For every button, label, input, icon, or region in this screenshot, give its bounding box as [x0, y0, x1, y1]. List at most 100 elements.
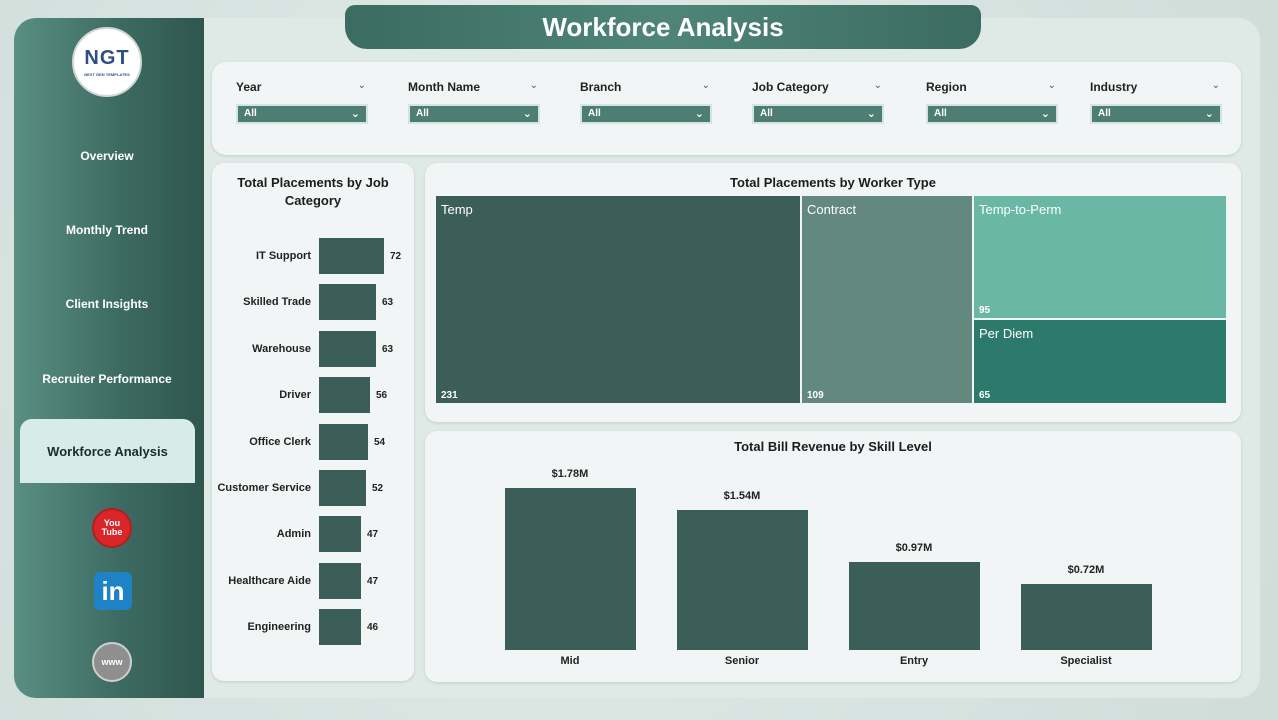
treemap-label: Temp-to-Perm [979, 202, 1062, 217]
logo-mark: NGT [84, 47, 130, 69]
job-category-chart-title: Total Placements by Job Category [237, 175, 389, 208]
filter-value: All [416, 108, 429, 119]
filter-label: Job Category [752, 80, 829, 94]
company-logo: NGT NEXT GEN TEMPLATES [72, 27, 142, 97]
filter-select[interactable]: All ⌄ [1090, 104, 1222, 124]
treemap-label: Per Diem [979, 326, 1034, 341]
bar[interactable] [319, 609, 361, 646]
bar-category-label: Senior [724, 655, 760, 667]
filter-month-name[interactable]: Month Name ⌄ All ⌄ [408, 80, 540, 124]
filter-value: All [934, 108, 947, 119]
bar-value: 46 [367, 622, 379, 634]
treemap-label: Temp [441, 202, 473, 217]
bar-value: 47 [367, 529, 379, 541]
bar-label: Driver [279, 389, 311, 402]
treemap-cell-temp-to-perm[interactable]: Temp-to-Perm 95 [973, 195, 1227, 319]
filter-branch[interactable]: Branch ⌄ All ⌄ [580, 80, 712, 124]
bill-revenue-chart-title: Total Bill Revenue by Skill Level [734, 439, 932, 454]
chevron-down-icon: ⌄ [350, 108, 360, 120]
chevron-down-icon[interactable]: ⌄ [357, 80, 366, 91]
bar-label: Skilled Trade [243, 296, 311, 309]
chevron-down-icon[interactable]: ⌄ [529, 80, 538, 91]
bar-value: 63 [382, 343, 394, 355]
treemap-cell-per-diem[interactable]: Per Diem 65 [973, 319, 1227, 404]
linkedin-icon-text: in [101, 575, 125, 606]
bar[interactable] [1021, 584, 1152, 650]
filter-label: Region [926, 80, 967, 94]
filter-label: Industry [1090, 80, 1138, 94]
filter-value: All [588, 108, 601, 119]
filter-year[interactable]: Year ⌄ All ⌄ [236, 80, 368, 124]
chevron-down-icon: ⌄ [1040, 108, 1050, 120]
filter-value: All [244, 108, 257, 119]
treemap-value: 65 [979, 390, 991, 401]
chevron-down-icon[interactable]: ⌄ [1211, 80, 1220, 91]
treemap-value: 109 [807, 390, 824, 401]
treemap-value: 95 [979, 305, 991, 316]
bar-label: Office Clerk [249, 435, 311, 448]
treemap-label: Contract [807, 202, 857, 217]
bar[interactable] [677, 510, 808, 650]
chevron-down-icon[interactable]: ⌄ [1047, 80, 1056, 91]
youtube-icon[interactable]: You Tube [92, 508, 132, 548]
filter-select[interactable]: All ⌄ [926, 104, 1058, 124]
bar-value: $1.78M [551, 468, 589, 480]
filter-value: All [1098, 108, 1111, 119]
chevron-down-icon: ⌄ [866, 108, 876, 120]
youtube-icon-text: You Tube [101, 518, 123, 537]
treemap-value: 231 [441, 390, 458, 401]
bar-value: 56 [376, 390, 388, 402]
bar[interactable] [319, 238, 384, 274]
bar[interactable] [849, 562, 980, 650]
bar[interactable] [319, 470, 366, 506]
filter-select[interactable]: All ⌄ [752, 104, 884, 124]
bar-value: 63 [382, 297, 394, 309]
bar[interactable] [505, 488, 636, 650]
filter-value: All [760, 108, 773, 119]
globe-icon-text: www [101, 657, 123, 667]
chevron-down-icon[interactable]: ⌄ [873, 80, 882, 91]
filter-region[interactable]: Region ⌄ All ⌄ [926, 80, 1058, 124]
bar-label: Healthcare Aide [228, 574, 311, 587]
nav-monthly-trend[interactable]: Monthly Trend [66, 223, 148, 237]
treemap-cell-temp[interactable]: Temp 231 [435, 195, 801, 404]
filter-select[interactable]: All ⌄ [236, 104, 368, 124]
logo-subtitle: NEXT GEN TEMPLATES [84, 72, 130, 77]
filter-select[interactable]: All ⌄ [580, 104, 712, 124]
chevron-down-icon: ⌄ [694, 108, 704, 120]
linkedin-icon[interactable]: in [94, 572, 132, 610]
bar-value: $0.97M [895, 542, 933, 554]
page-title: Workforce Analysis [345, 5, 981, 49]
nav-recruiter-performance[interactable]: Recruiter Performance [42, 372, 172, 386]
filter-label: Month Name [408, 80, 480, 94]
filter-label: Branch [580, 80, 622, 94]
bar-value: 47 [367, 575, 379, 587]
bar[interactable] [319, 423, 368, 460]
treemap-cell-contract[interactable]: Contract 109 [801, 195, 973, 404]
bar[interactable] [319, 330, 376, 367]
worker-type-chart-title: Total Placements by Worker Type [730, 175, 936, 190]
bar-label: IT Support [256, 250, 311, 262]
filter-job-category[interactable]: Job Category ⌄ All ⌄ [752, 80, 884, 124]
bar-label: Admin [276, 528, 311, 541]
chevron-down-icon: ⌄ [1204, 108, 1214, 120]
filter-panel: Year ⌄ All ⌄ Month Name ⌄ All ⌄ Branch ⌄ A… [212, 62, 1241, 155]
bar-value: 54 [374, 436, 386, 448]
filter-industry[interactable]: Industry ⌄ All ⌄ [1090, 80, 1222, 124]
bar[interactable] [319, 377, 370, 414]
chevron-down-icon: ⌄ [522, 108, 532, 120]
bar[interactable] [319, 516, 361, 553]
globe-icon[interactable]: www [92, 642, 132, 682]
nav-client-insights[interactable]: Client Insights [65, 297, 149, 311]
nav-overview[interactable]: Overview [80, 149, 134, 163]
bar[interactable] [319, 284, 376, 321]
filter-select[interactable]: All ⌄ [408, 104, 540, 124]
bar-category-label: Specialist [1060, 655, 1112, 667]
chevron-down-icon[interactable]: ⌄ [701, 80, 710, 91]
nav-workforce-analysis[interactable]: Workforce Analysis [20, 419, 195, 483]
bar[interactable] [319, 562, 361, 599]
bar-category-label: Entry [899, 655, 929, 667]
bar-label: Customer Service [217, 482, 311, 494]
bar-value: $0.72M [1067, 564, 1105, 576]
bar-label: Engineering [247, 621, 311, 634]
